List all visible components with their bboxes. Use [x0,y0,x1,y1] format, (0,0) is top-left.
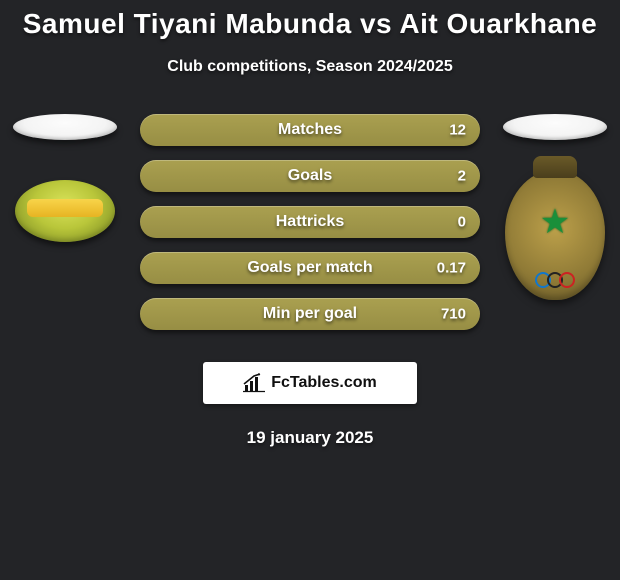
club-right-badge: ★ [505,170,605,300]
brand-label: FcTables.com [271,374,377,392]
stat-row-goals: Goals 2 [140,160,480,192]
stat-row-goals-per-match: Goals per match 0.17 [140,252,480,284]
stat-label: Matches [278,121,342,139]
stat-row-hattricks: Hattricks 0 [140,206,480,238]
stat-value-right: 710 [441,306,466,323]
stat-label: Hattricks [276,213,344,231]
stat-bars: Matches 12 Goals 2 Hattricks 0 Goals per… [140,114,480,344]
player-left-column [0,114,130,242]
comparison-panel: ★ Matches 12 Goals 2 Hattricks 0 Goals p… [0,114,620,344]
stat-row-min-per-goal: Min per goal 710 [140,298,480,330]
olympic-rings-icon [537,272,573,288]
brand-chart-icon [243,373,265,393]
star-icon: ★ [540,202,570,242]
stat-value-right: 0.17 [437,260,466,277]
stat-value-right: 0 [458,214,466,231]
stat-label: Min per goal [263,305,357,323]
player-left-avatar [13,114,117,140]
page-subtitle: Club competitions, Season 2024/2025 [0,58,620,76]
stat-value-right: 2 [458,168,466,185]
player-right-column: ★ [490,114,620,300]
stat-label: Goals [288,167,332,185]
brand-badge[interactable]: FcTables.com [203,362,417,404]
stat-label: Goals per match [247,259,372,277]
stat-value-right: 12 [449,122,466,139]
snapshot-date: 19 january 2025 [0,428,620,448]
player-right-avatar [503,114,607,140]
page-title: Samuel Tiyani Mabunda vs Ait Ouarkhane [0,0,620,40]
club-left-badge [15,180,115,242]
stat-row-matches: Matches 12 [140,114,480,146]
